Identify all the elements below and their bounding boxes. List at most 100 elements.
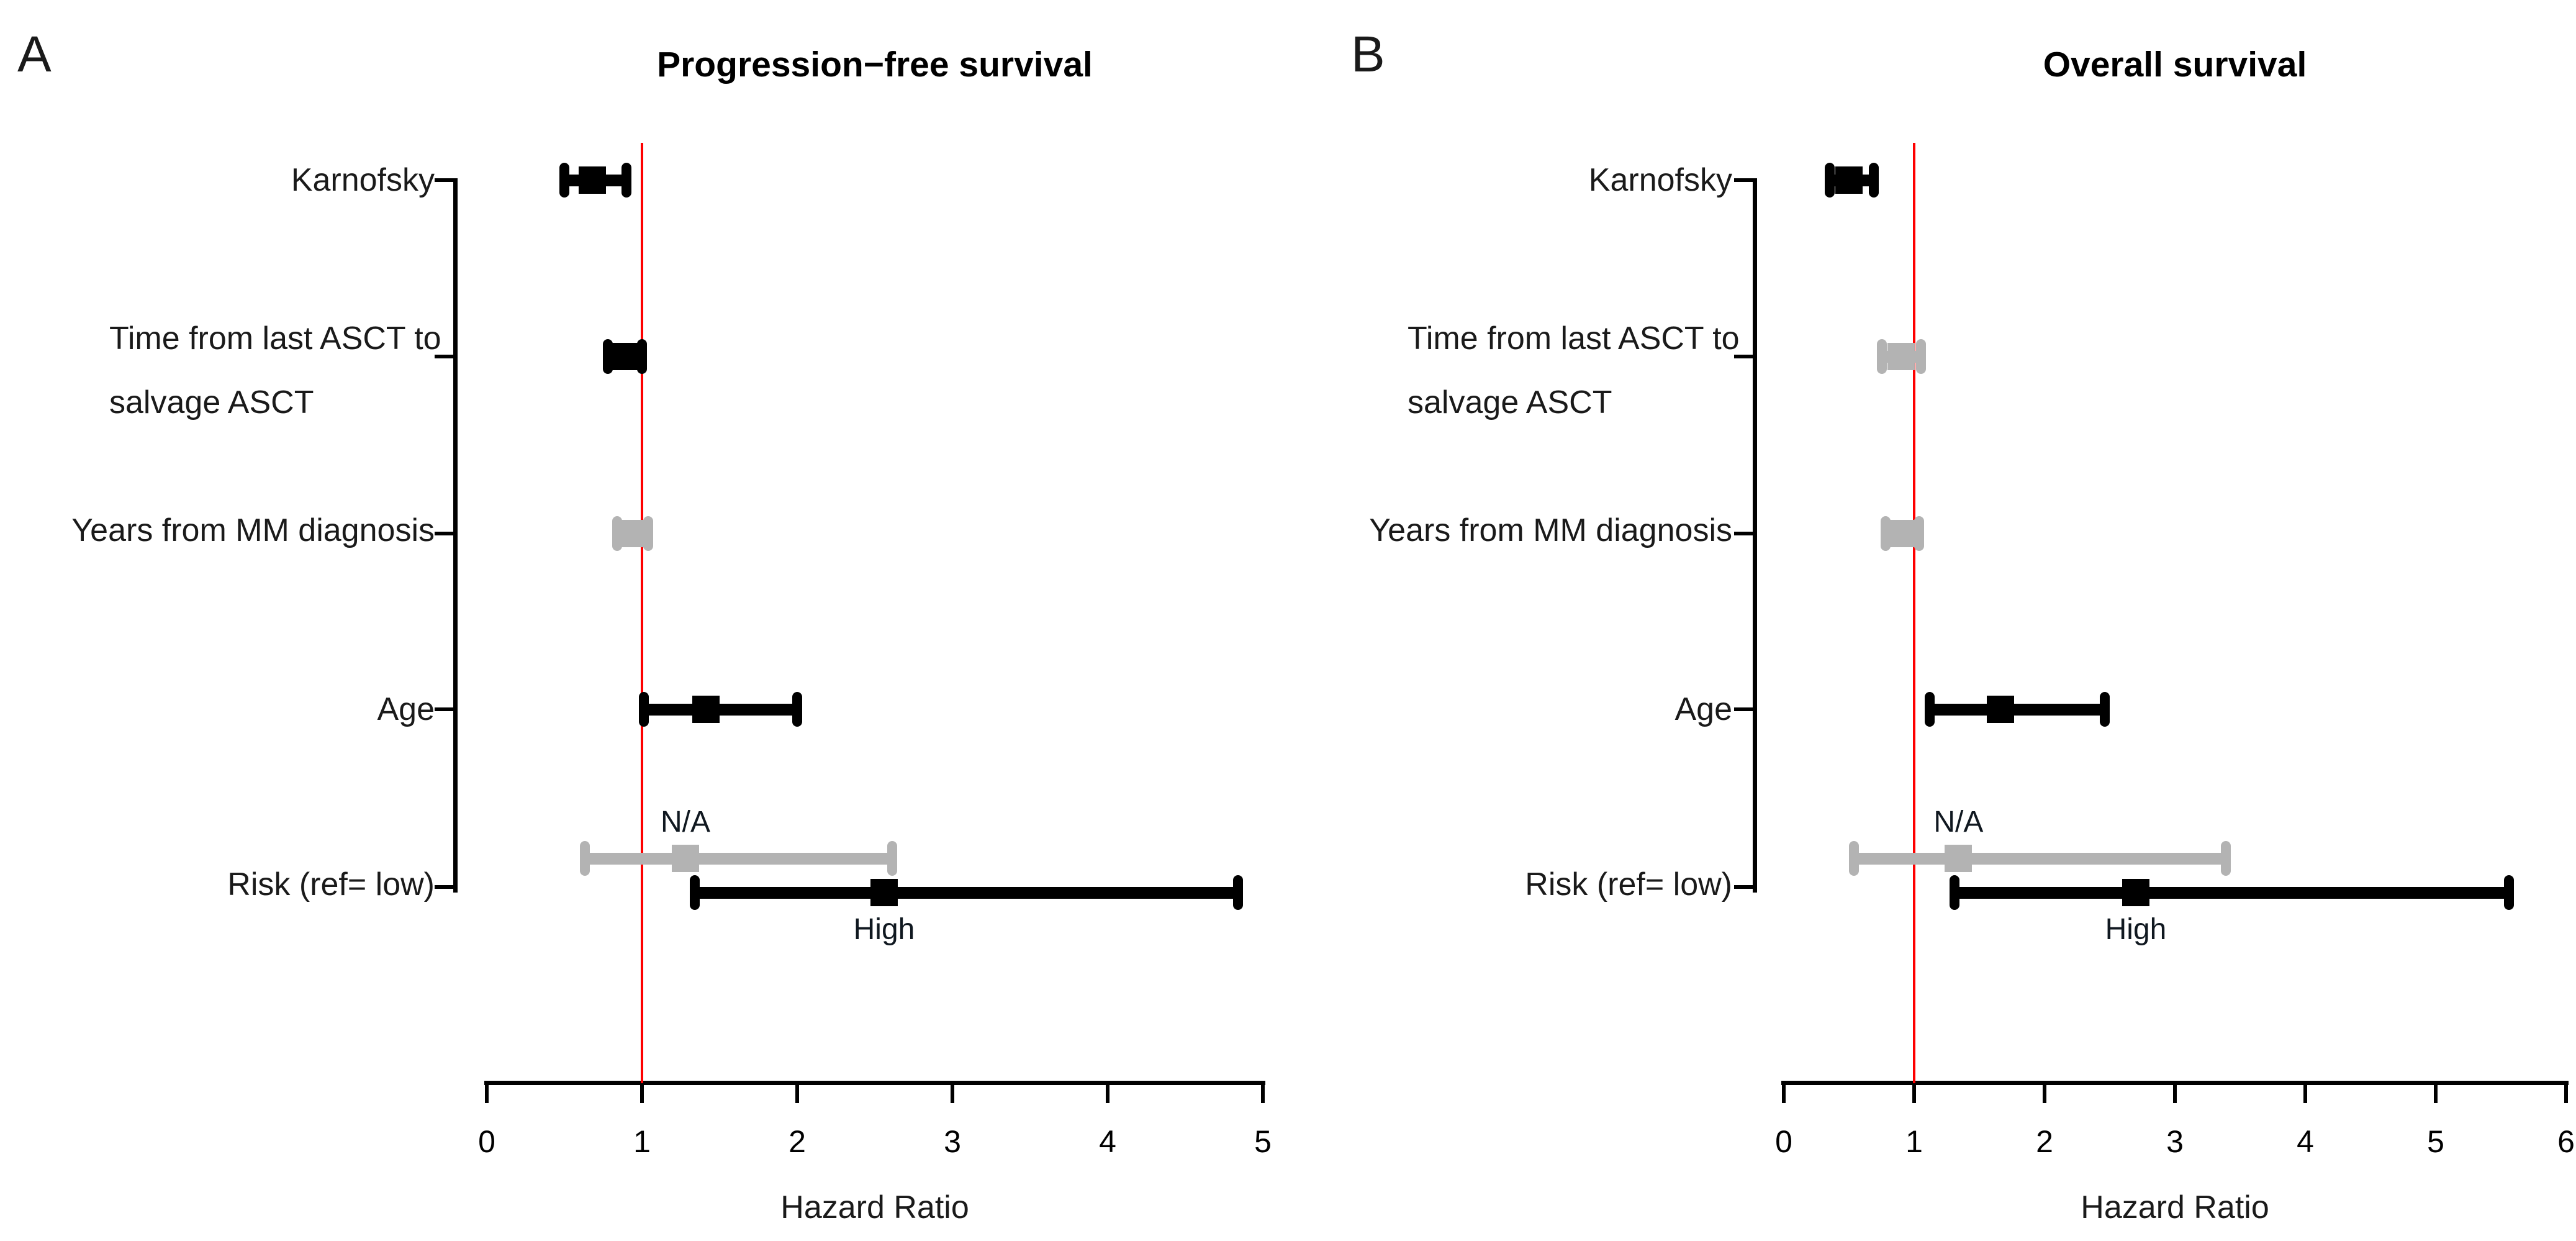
panel-b-ci-cap-high xyxy=(1868,163,1879,198)
panel-b-category-tick xyxy=(1734,885,1753,889)
panel-b-annotation-high: High xyxy=(2105,913,2167,946)
panel-a-ci-bar xyxy=(584,852,892,865)
panel-b-point-estimate xyxy=(1887,343,1915,370)
panel-b-category-tick xyxy=(1734,532,1753,535)
panel-a-reference-line xyxy=(641,143,643,1083)
panel-b-row-label-line2: salvage ASCT xyxy=(1408,384,1612,420)
panel-a-category-tick xyxy=(435,178,453,182)
panel-a-x-axis-line xyxy=(484,1081,1265,1085)
panel-a-x-tick-label: 3 xyxy=(944,1124,961,1159)
panel-b-row-label: Risk (ref= low) xyxy=(1525,866,1732,902)
panel-a-ci-cap-high xyxy=(792,692,802,727)
panel-a-x-tick-label: 4 xyxy=(1099,1124,1116,1159)
panel-a-x-tick xyxy=(1261,1084,1265,1103)
panel-b-reference-line xyxy=(1913,143,1915,1083)
panel-a-title: Progression−free survival xyxy=(657,45,1093,84)
panel-b-x-tick-label: 0 xyxy=(1775,1124,1792,1159)
panel-a-ci-bar xyxy=(695,886,1238,899)
panel-a-x-axis-title: Hazard Ratio xyxy=(780,1189,969,1225)
panel-b-label: B xyxy=(1351,26,1385,83)
panel-b-category-axis-line xyxy=(1753,178,1757,893)
panel-a-x-tick xyxy=(951,1084,954,1103)
panel-a-ci-cap-low xyxy=(690,875,700,910)
panel-b-ci-bar xyxy=(1930,703,2105,716)
panel-b-x-tick xyxy=(1782,1084,1786,1103)
panel-b-x-tick-label: 4 xyxy=(2297,1124,2314,1159)
panel-a-x-tick-label: 2 xyxy=(789,1124,806,1159)
panel-b-row-label-line1: Time from last ASCT to xyxy=(1408,320,1740,357)
panel-b-ci-cap-high xyxy=(2099,692,2110,727)
panel-b-row-label: Years from MM diagnosis xyxy=(1369,512,1732,548)
panel-a-category-tick xyxy=(435,885,453,889)
panel-a-ci-cap-low xyxy=(603,339,613,374)
panel-b-category-tick xyxy=(1734,707,1753,711)
panel-b-x-axis-title: Hazard Ratio xyxy=(2081,1189,2269,1225)
panel-b-ci-cap-high xyxy=(1914,516,1925,551)
panel-a-x-tick-label: 1 xyxy=(633,1124,651,1159)
panel-b-title: Overall survival xyxy=(2043,45,2307,84)
panel-b-x-tick-label: 3 xyxy=(2166,1124,2184,1159)
panel-b-ci-cap-low xyxy=(1849,841,1860,876)
panel-a-x-tick xyxy=(640,1084,644,1103)
panel-b-point-estimate xyxy=(1835,166,1863,194)
panel-b-x-tick-label: 2 xyxy=(2036,1124,2053,1159)
panel-a-category-axis-line xyxy=(453,178,458,893)
panel-a-row-label: Age xyxy=(377,691,435,727)
panel-b-ci-cap-low xyxy=(1824,163,1835,198)
panel-a-ci-cap-high xyxy=(1233,875,1243,910)
panel-b-row-label: Karnofsky xyxy=(1588,162,1732,198)
panel-b-x-tick-label: 5 xyxy=(2427,1124,2444,1159)
panel-a-point-estimate xyxy=(619,520,646,547)
panel-a-category-tick xyxy=(435,355,453,358)
panel-a-category-tick xyxy=(435,532,453,535)
panel-b-ci-cap-high xyxy=(2220,841,2231,876)
panel-a-ci-cap-high xyxy=(887,841,897,876)
panel-b-row-label: Age xyxy=(1674,691,1732,727)
panel-b-x-axis-line xyxy=(1781,1081,2569,1085)
panel-b-ci-bar xyxy=(1955,886,2509,899)
panel-b-x-tick xyxy=(1912,1084,1916,1103)
panel-b-x-tick xyxy=(2173,1084,2177,1103)
panel-b-ci-cap-low xyxy=(1880,516,1891,551)
panel-a-x-tick xyxy=(485,1084,489,1103)
panel-a-x-tick xyxy=(795,1084,799,1103)
panel-b-ci-cap-low xyxy=(1925,692,1935,727)
panel-b-ci-cap-high xyxy=(2503,875,2514,910)
panel-a-annotation-na: N/A xyxy=(660,806,710,839)
panel-a-row-label: Karnofsky xyxy=(291,162,435,198)
panel-b-point-estimate xyxy=(1986,696,2014,723)
panel-a-row-label-line2: salvage ASCT xyxy=(109,384,314,420)
panel-b-x-tick xyxy=(2303,1084,2307,1103)
panel-b-ci-bar xyxy=(1854,852,2226,865)
panel-a-ci-cap-low xyxy=(638,692,649,727)
panel-a-ci-cap-high xyxy=(637,339,647,374)
panel-a-point-estimate xyxy=(672,845,699,872)
panel-b-category-tick xyxy=(1734,355,1753,358)
panel-a-point-estimate xyxy=(692,696,720,723)
panel-b-x-tick xyxy=(2434,1084,2438,1103)
panel-a-category-tick xyxy=(435,707,453,711)
panel-a-x-tick xyxy=(1106,1084,1109,1103)
panel-a-ci-cap-low xyxy=(579,841,590,876)
panel-b-x-tick-label: 6 xyxy=(2557,1124,2575,1159)
panel-b-x-tick-label: 1 xyxy=(1905,1124,1923,1159)
panel-a-ci-cap-high xyxy=(621,163,631,198)
panel-b-ci-cap-low xyxy=(1950,875,1960,910)
panel-a-label: A xyxy=(17,26,52,83)
panel-b-ci-cap-high xyxy=(1915,339,1926,374)
panel-b-category-tick xyxy=(1734,178,1753,182)
panel-a-ci-cap-low xyxy=(559,163,569,198)
panel-b-ci-cap-low xyxy=(1876,339,1887,374)
panel-a-x-tick-label: 0 xyxy=(478,1124,495,1159)
panel-a-point-estimate xyxy=(870,879,898,906)
panel-b-x-tick xyxy=(2564,1084,2568,1103)
panel-a-row-label: Risk (ref= low) xyxy=(227,866,435,902)
panel-a-x-tick-label: 5 xyxy=(1254,1124,1272,1159)
panel-a-row-label: Years from MM diagnosis xyxy=(71,512,435,548)
panel-b-annotation-na: N/A xyxy=(1933,806,1984,839)
panel-a-annotation-high: High xyxy=(853,913,915,946)
panel-b-x-tick xyxy=(2043,1084,2046,1103)
panel-b-point-estimate xyxy=(1945,845,1973,872)
panel-a-row-label-line1: Time from last ASCT to xyxy=(109,320,441,357)
